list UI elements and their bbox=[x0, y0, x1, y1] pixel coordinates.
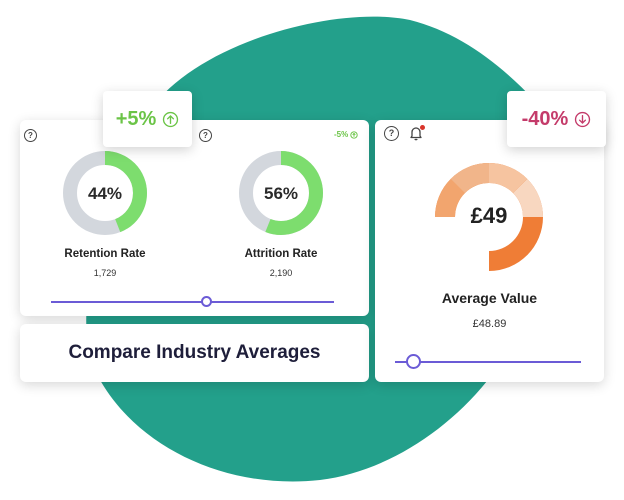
positive-change-badge: +5% bbox=[103, 91, 192, 147]
average-value-slider-track[interactable] bbox=[395, 361, 581, 363]
notification-dot bbox=[420, 125, 425, 130]
average-value-card: ? £49 Average Value £48.89 bbox=[375, 120, 604, 382]
donut-segment bbox=[489, 162, 528, 193]
rates-slider-thumb[interactable] bbox=[201, 296, 213, 307]
attrition-percent: 56% bbox=[263, 184, 299, 203]
positive-change-text: +5% bbox=[115, 107, 157, 130]
small-delta-text: -5% bbox=[334, 130, 349, 139]
help-icon[interactable]: ? bbox=[199, 129, 212, 142]
attrition-title: Attrition Rate bbox=[244, 248, 318, 260]
arrow-up-circle-icon bbox=[163, 111, 179, 127]
average-value-amount: £48.89 bbox=[472, 318, 507, 330]
arrow-up-circle-icon bbox=[350, 130, 358, 139]
compare-industry-button[interactable]: Compare Industry Averages bbox=[20, 324, 369, 382]
average-value-center: £49 bbox=[470, 203, 508, 228]
negative-change-badge: -40% bbox=[507, 91, 606, 147]
rates-slider-track[interactable] bbox=[51, 301, 334, 303]
retention-title: Retention Rate bbox=[64, 248, 146, 260]
retention-percent: 44% bbox=[87, 184, 123, 203]
rates-card: ? ? -5% 44% Retention Rate 1,729 56% Att… bbox=[20, 120, 369, 316]
compare-industry-label: Compare Industry Averages bbox=[68, 342, 321, 363]
donut-segment bbox=[450, 162, 489, 193]
average-value-donut bbox=[435, 162, 544, 271]
bell-icon[interactable] bbox=[408, 125, 424, 141]
retention-value: 1,729 bbox=[93, 268, 117, 278]
donut-segment bbox=[513, 178, 544, 217]
small-delta: -5% bbox=[334, 130, 358, 139]
average-value-title: Average Value bbox=[441, 290, 538, 306]
attrition-donut bbox=[239, 151, 323, 235]
retention-donut bbox=[63, 151, 147, 235]
attrition-value: 2,190 bbox=[269, 268, 293, 278]
attrition-arc bbox=[239, 151, 323, 235]
negative-change-text: -40% bbox=[521, 107, 569, 130]
average-value-slider-thumb[interactable] bbox=[406, 354, 422, 369]
arrow-down-circle-icon bbox=[575, 111, 591, 127]
help-icon[interactable]: ? bbox=[384, 126, 399, 141]
retention-arc bbox=[63, 151, 147, 235]
help-icon[interactable]: ? bbox=[24, 129, 37, 142]
